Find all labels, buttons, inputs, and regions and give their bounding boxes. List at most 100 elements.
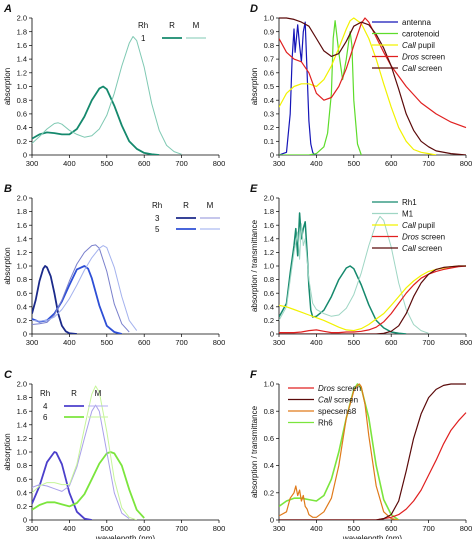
y-tick-label: 0.2	[264, 123, 274, 132]
y-tick-label: 1.6	[17, 221, 27, 230]
y-tick-label: 1.6	[17, 41, 27, 50]
legend-label-rest: pupil	[416, 41, 435, 50]
x-tick-label: 600	[385, 338, 398, 347]
y-tick-label: 0.3	[264, 110, 274, 119]
y-tick-label: 0.4	[264, 302, 274, 311]
panel-label: C	[4, 369, 13, 381]
series-line-m1	[279, 215, 429, 334]
y-tick-label: 0.1	[264, 137, 274, 146]
legend-entry-label: Rh6	[318, 419, 333, 428]
legend-row-label: 5	[155, 225, 160, 234]
legend-header: M	[207, 201, 214, 210]
x-tick-label: 800	[213, 524, 226, 533]
y-tick-label: 0.8	[264, 41, 274, 50]
y-tick-label: 0.6	[264, 68, 274, 77]
x-tick-label: 500	[101, 159, 114, 168]
legend-entry-label: antenna	[402, 18, 431, 27]
y-tick-label: 1.0	[264, 14, 274, 23]
legend-entry-label: Call screen	[402, 64, 442, 73]
x-tick-label: 500	[348, 338, 361, 347]
legend-header: Rh	[152, 201, 162, 210]
panel-label: B	[4, 183, 12, 195]
x-tick-label: 600	[385, 159, 398, 168]
series-line-call-screen	[279, 17, 467, 155]
series-line-carotenoid	[279, 20, 362, 155]
x-tick-label: 700	[422, 338, 435, 347]
y-tick-label: 0.5	[264, 82, 274, 91]
y-tick-label: 1.0	[264, 380, 274, 389]
y-tick-label: 1.6	[264, 221, 274, 230]
series-line-dros-screen	[279, 17, 467, 129]
legend-row-label: 1	[141, 34, 146, 43]
legend-entry-label: Call pupil	[402, 221, 435, 230]
legend-entry-label: Rh1	[402, 198, 417, 207]
legend-label-italic: Call	[402, 41, 416, 50]
y-tick-label: 0.4	[264, 96, 274, 105]
legend-label-italic: Call	[402, 64, 416, 73]
x-tick-label: 700	[175, 338, 188, 347]
y-tick-label: 1.2	[17, 434, 27, 443]
y-tick-label: 0.4	[17, 302, 27, 311]
legend-label-rest: screen	[419, 53, 445, 62]
y-tick-label: 1.0	[17, 82, 27, 91]
x-tick-label: 500	[101, 524, 114, 533]
x-tick-label: 600	[138, 524, 151, 533]
legend-entry-label: Dros screen	[318, 384, 361, 393]
y-tick-label: 0.4	[17, 123, 27, 132]
legend-entry-label: Dros screen	[402, 53, 445, 62]
series-line-call-pupil	[279, 17, 437, 155]
y-tick-label: 1.0	[17, 448, 27, 457]
y-tick-label: 1.2	[264, 248, 274, 257]
x-tick-label: 800	[460, 338, 473, 347]
x-tick-label: 400	[63, 524, 76, 533]
y-tick-label: 2.0	[17, 194, 27, 203]
panel-f: F 300 400 500 600 700 800 0 0.2 0.4 0.6 0.8 1.0 absor…	[250, 369, 472, 539]
legend-label-italic: Call	[402, 244, 416, 253]
series-line-s3	[32, 385, 137, 520]
series-line-s0	[32, 85, 160, 155]
y-axis-label: absorption	[250, 68, 259, 105]
series-line-antenna	[279, 21, 317, 155]
x-tick-label: 800	[213, 159, 226, 168]
series-line-specsens8	[279, 383, 399, 520]
y-axis-label: absorption / transmittance	[250, 405, 259, 498]
y-tick-label: 0.6	[264, 289, 274, 298]
legend-row-label: 3	[155, 214, 160, 223]
y-tick-label: 2.0	[17, 380, 27, 389]
panel-c: C 300 400 500 600 700 800 0 0.2 0.4 0.6 0.8 1.0 1.2 1.…	[3, 369, 225, 539]
y-tick-label: 0.8	[264, 407, 274, 416]
legend-label-italic: Dros	[318, 384, 335, 393]
y-tick-label: 0.2	[17, 137, 27, 146]
series-line-s1	[32, 265, 123, 334]
x-tick-label: 500	[348, 524, 361, 533]
legend-label-rest: screen	[416, 244, 442, 253]
series-line-call-pupil	[279, 265, 466, 332]
panel-label: A	[3, 3, 12, 15]
y-axis-label: absorption	[3, 433, 12, 470]
y-tick-label: 0	[23, 151, 27, 160]
panel-label: F	[250, 369, 257, 381]
x-axis-label: wavelength (nm)	[342, 534, 402, 539]
x-tick-label: 500	[348, 159, 361, 168]
legend-label-rest: screen	[419, 233, 445, 242]
legend-header: Rh	[40, 389, 50, 398]
series-line-dros-screen	[279, 265, 467, 334]
y-tick-label: 0.4	[264, 461, 274, 470]
y-tick-label: 0.2	[17, 502, 27, 511]
y-tick-label: 0.2	[264, 488, 274, 497]
legend-entry-label: specsens8	[318, 407, 357, 416]
x-tick-label: 400	[63, 338, 76, 347]
legend-label-rest: screen	[335, 384, 361, 393]
x-tick-label: 600	[138, 338, 151, 347]
legend-entry-label: Call screen	[318, 396, 358, 405]
y-tick-label: 1.8	[264, 207, 274, 216]
legend-label-rest: screen	[416, 64, 442, 73]
legend-row-label: 6	[43, 413, 48, 422]
series-line-s1	[32, 451, 145, 519]
series-line-rh6	[279, 383, 400, 520]
legend-entry-label: Call screen	[402, 244, 442, 253]
y-tick-label: 1.2	[17, 248, 27, 257]
y-tick-label: 0.9	[264, 27, 274, 36]
y-tick-label: 0	[270, 330, 274, 339]
